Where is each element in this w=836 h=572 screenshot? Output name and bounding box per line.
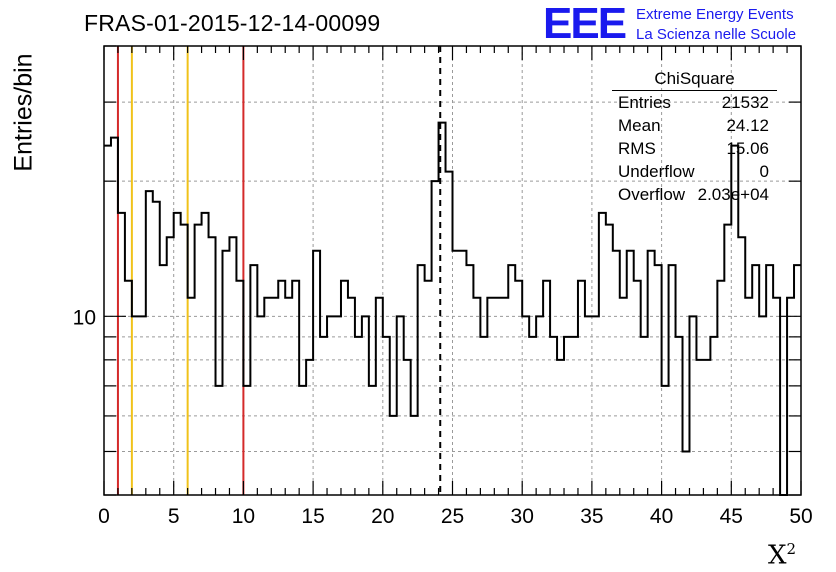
stats-key: Entries bbox=[618, 93, 671, 112]
x-tick-label: 15 bbox=[301, 505, 324, 528]
y-axis-label: Entries/bin bbox=[9, 53, 38, 172]
x-tick-label: 35 bbox=[580, 505, 603, 528]
x-axis-label: X2 bbox=[768, 540, 796, 571]
y-tick-label: 10 bbox=[73, 306, 96, 329]
stats-key: Mean bbox=[618, 116, 661, 135]
x-tick-label: 30 bbox=[511, 505, 534, 528]
logo-line-2: La Scienza nelle Scuole bbox=[636, 26, 797, 43]
x-axis-label-symbol: X bbox=[768, 540, 787, 571]
chart-title: FRAS-01-2015-12-14-00099 bbox=[84, 10, 381, 36]
eee-logo: EEE bbox=[543, 0, 627, 48]
stats-row-overflow: Overflow 2.03e+04 bbox=[612, 183, 777, 206]
stats-value: 0 bbox=[759, 162, 769, 181]
stats-row-underflow: Underflow 0 bbox=[612, 160, 777, 183]
x-tick-label: 5 bbox=[168, 505, 180, 528]
stats-header: ChiSquare bbox=[612, 68, 777, 91]
x-tick-label: 50 bbox=[789, 505, 812, 528]
stats-value: 21532 bbox=[721, 93, 769, 112]
logo-line-1: Extreme Energy Events bbox=[636, 6, 794, 23]
stats-value: 2.03e+04 bbox=[697, 185, 769, 204]
histogram-series bbox=[104, 121, 801, 496]
x-tick-label: 10 bbox=[232, 505, 255, 528]
stats-key: Underflow bbox=[618, 162, 695, 181]
stats-value: 15.06 bbox=[726, 139, 769, 158]
x-tick-label: 45 bbox=[720, 505, 743, 528]
x-tick-label: 0 bbox=[98, 505, 110, 528]
x-tick-label: 40 bbox=[650, 505, 673, 528]
stats-row-entries: Entries 21532 bbox=[612, 91, 777, 114]
stats-key: RMS bbox=[618, 139, 656, 158]
x-tick-label: 25 bbox=[441, 505, 464, 528]
stats-box: ChiSquare Entries 21532 Mean 24.12 RMS 15.0… bbox=[612, 68, 777, 206]
x-axis-label-exponent: 2 bbox=[786, 540, 797, 558]
stats-row-mean: Mean 24.12 bbox=[612, 114, 777, 137]
x-tick-label: 20 bbox=[371, 505, 394, 528]
stats-value: 24.12 bbox=[726, 116, 769, 135]
stats-row-rms: RMS 15.06 bbox=[612, 137, 777, 160]
stats-key: Overflow bbox=[618, 185, 686, 204]
